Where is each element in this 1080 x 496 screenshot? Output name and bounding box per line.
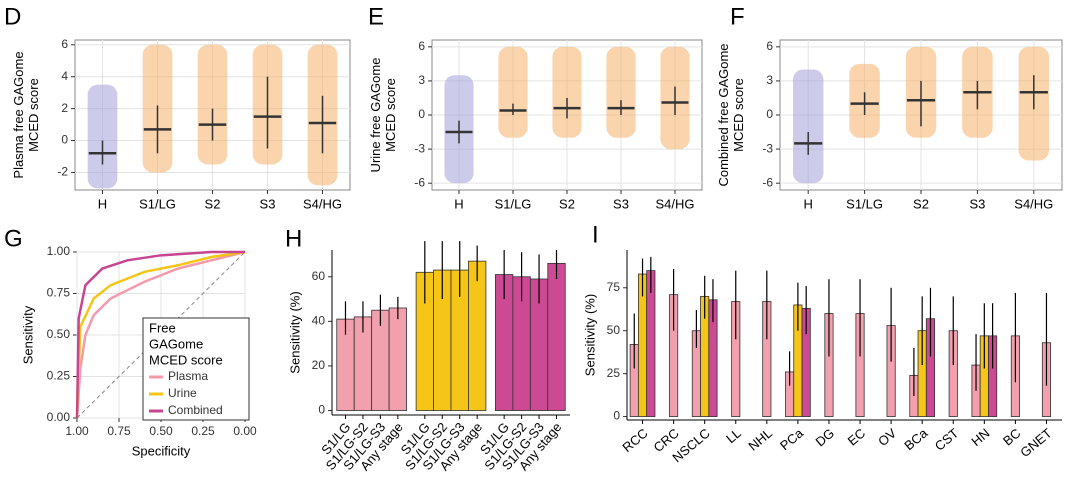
y-tick-label: 0.25 — [47, 369, 71, 383]
x-tick-label: 0.25 — [191, 424, 215, 438]
reference-line — [76, 251, 246, 419]
y-tick-label: -6 — [414, 175, 425, 189]
bar — [388, 307, 407, 411]
panel-letter: G — [4, 225, 23, 252]
y-tick-label: 6 — [766, 39, 773, 53]
y-tick-label: 60 — [312, 269, 326, 283]
y-tick-label: 1.00 — [47, 244, 71, 258]
x-tick-label: 0.00 — [233, 424, 257, 438]
roc-curve — [75, 250, 246, 419]
y-tick-label: 0 — [318, 403, 325, 417]
y-tick-label: 0.50 — [47, 327, 71, 341]
y-tick-label: 20 — [312, 358, 326, 372]
x-tick-label: BC — [1000, 425, 1023, 448]
x-tick-label: HN — [968, 425, 992, 449]
y-tick-label: 40 — [312, 314, 326, 328]
point-cloud — [498, 46, 528, 138]
y-axis-label: MCED score — [383, 78, 398, 152]
y-axis-label: Combined free GAGome — [716, 43, 731, 186]
y-axis-label: Urine free GAGome — [368, 58, 383, 173]
x-tick-label: H — [454, 196, 463, 211]
x-tick-label: BCa — [901, 425, 931, 453]
legend-label: Combined — [168, 403, 223, 417]
y-tick-label: -3 — [414, 141, 425, 155]
x-tick-label: S1/LG — [139, 196, 176, 211]
x-tick-label: EC — [845, 425, 868, 448]
y-tick-label: -2 — [57, 165, 68, 179]
x-tick-label: RCC — [619, 425, 650, 455]
y-tick-label: 3 — [766, 73, 773, 87]
legend-label: Urine — [168, 386, 197, 400]
panel-letter: H — [285, 225, 302, 252]
legend-label: Plasma — [168, 369, 208, 383]
x-tick-label: S3 — [969, 196, 985, 211]
panel-letter: E — [368, 3, 384, 30]
legend-box — [142, 317, 250, 421]
x-tick-label: 0.75 — [107, 424, 131, 438]
y-axis-label: Sensitivity (%) — [582, 294, 597, 376]
legend-title: GAGome — [149, 336, 203, 351]
point-cloud — [87, 84, 118, 189]
legend-title: Free — [149, 320, 176, 335]
y-tick-label: 0 — [766, 107, 773, 121]
point-cloud — [197, 44, 228, 165]
x-tick-label: S1/LG — [495, 196, 532, 211]
y-tick-label: -3 — [762, 141, 773, 155]
roc-curve — [75, 250, 245, 419]
x-tick-label: H — [804, 196, 813, 211]
y-tick-label: 6 — [61, 37, 68, 51]
y-tick-label: 50 — [607, 323, 621, 337]
x-tick-label: 1.00 — [65, 424, 89, 438]
panel-letter: F — [730, 3, 745, 30]
y-tick-label: 4 — [61, 69, 68, 83]
y-axis-label: Sensitivity — [20, 305, 35, 364]
x-tick-label: GNET — [1017, 425, 1054, 460]
x-axis-label: Specificity — [132, 443, 191, 458]
bar — [547, 262, 566, 411]
x-tick-label: S4/HG — [1014, 196, 1053, 211]
x-tick-label: CST — [932, 425, 962, 453]
y-tick-label: 0 — [418, 107, 425, 121]
x-tick-label: S4/HG — [655, 196, 694, 211]
x-tick-label: S2 — [913, 196, 929, 211]
x-tick-label: S2 — [205, 196, 221, 211]
y-axis-label: MCED score — [26, 78, 41, 152]
y-tick-label: 0.00 — [47, 410, 71, 424]
x-tick-label: S3 — [613, 196, 629, 211]
x-tick-label: OV — [875, 425, 899, 449]
y-tick-label: 6 — [418, 39, 425, 53]
y-tick-label: 2 — [61, 101, 68, 115]
bar — [468, 260, 487, 411]
y-axis-label: Plasma free GAGome — [11, 51, 26, 178]
y-tick-label: 75 — [607, 280, 621, 294]
point-cloud — [552, 46, 582, 138]
x-tick-label: NHL — [745, 425, 775, 453]
y-tick-label: 0.75 — [47, 286, 71, 300]
x-tick-label: PCa — [777, 425, 807, 453]
y-tick-label: 25 — [607, 366, 621, 380]
x-tick-label: S2 — [559, 196, 575, 211]
y-axis-label: MCED score — [731, 78, 746, 152]
x-tick-label: DG — [813, 425, 838, 449]
panel-letter: D — [4, 3, 21, 30]
point-cloud — [606, 46, 636, 138]
y-tick-label: -6 — [762, 175, 773, 189]
x-tick-label: LL — [723, 425, 744, 446]
y-axis-label: Sensitivity (%) — [287, 291, 302, 373]
x-tick-label: S4/HG — [303, 196, 342, 211]
roc-curve — [75, 250, 246, 419]
y-tick-label: 0 — [61, 133, 68, 147]
y-tick-label: 3 — [418, 73, 425, 87]
x-tick-label: H — [98, 196, 107, 211]
x-tick-label: S3 — [260, 196, 276, 211]
point-cloud — [792, 69, 824, 184]
x-tick-label: 0.50 — [149, 424, 173, 438]
legend-title: MCED score — [149, 352, 223, 367]
x-tick-label: S1/LG — [846, 196, 883, 211]
panel-letter: I — [592, 221, 599, 248]
y-tick-label: 0 — [613, 409, 620, 423]
